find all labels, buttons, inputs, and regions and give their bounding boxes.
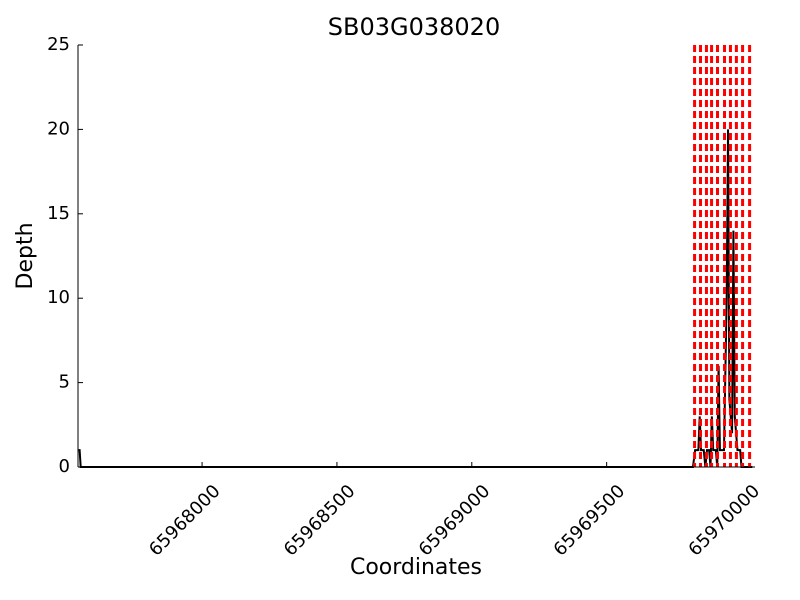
- y-tick-label: 0: [59, 456, 70, 477]
- chart-title: SB03G038020: [328, 13, 500, 41]
- y-tick-label: 10: [47, 287, 70, 308]
- y-axis-label: Depth: [13, 222, 38, 289]
- x-axis-label: Coordinates: [350, 555, 482, 580]
- x-tick-label: 65968000: [145, 481, 225, 561]
- depth-line: [78, 129, 753, 468]
- x-tick-label: 65970000: [684, 481, 764, 561]
- y-tick-label: 20: [47, 118, 70, 139]
- x-tick-label: 65968500: [280, 481, 360, 561]
- y-tick-label: 15: [47, 203, 70, 224]
- x-tick-label: 65969500: [550, 481, 630, 561]
- y-tick-label: 25: [47, 34, 70, 55]
- y-tick-label: 5: [59, 372, 70, 393]
- x-tick-label: 65969000: [415, 481, 495, 561]
